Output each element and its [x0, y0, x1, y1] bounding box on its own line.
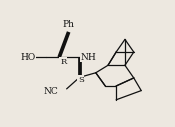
- Text: Ph: Ph: [63, 20, 75, 29]
- Text: NC: NC: [44, 87, 58, 96]
- Text: R: R: [60, 58, 66, 66]
- Text: HO: HO: [20, 53, 36, 62]
- Text: S: S: [78, 76, 84, 84]
- Text: NH: NH: [81, 53, 97, 62]
